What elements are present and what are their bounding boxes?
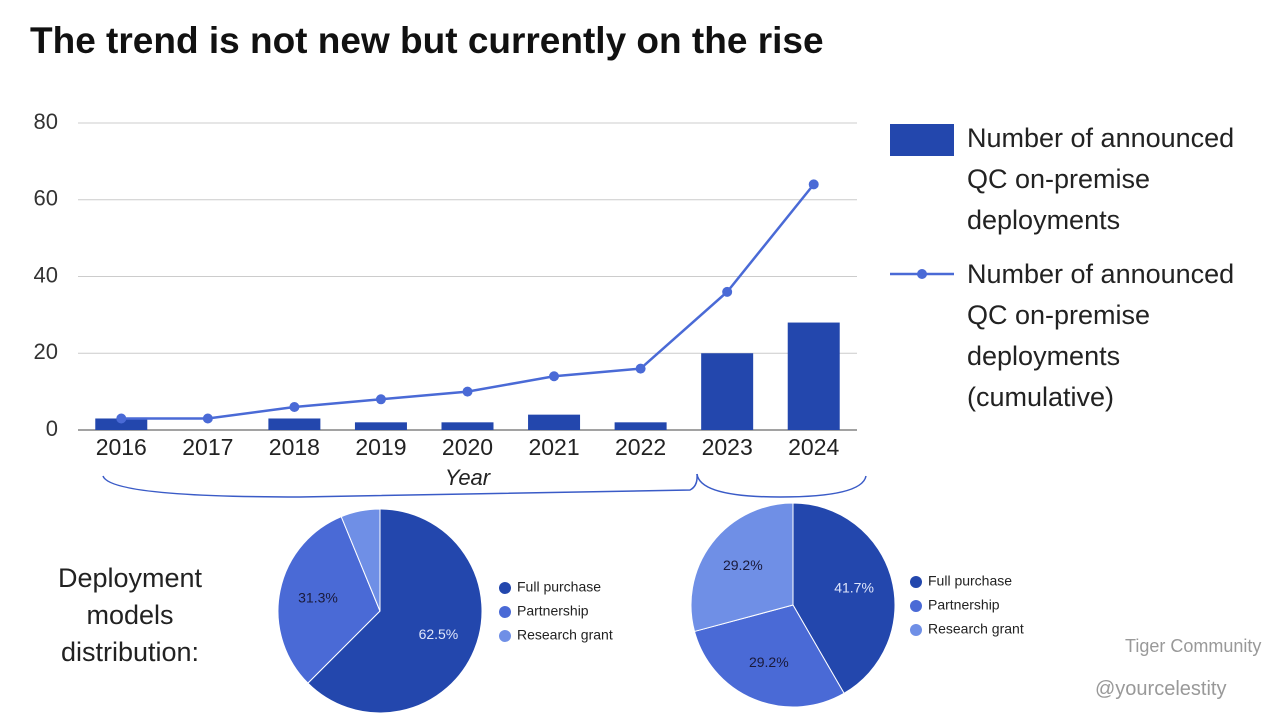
y-tick-label: 60 bbox=[34, 186, 58, 211]
x-tick-label: 2019 bbox=[355, 434, 406, 460]
y-tick-label: 0 bbox=[46, 416, 58, 441]
bar bbox=[354, 422, 407, 430]
bar bbox=[441, 422, 494, 430]
line-marker bbox=[808, 179, 819, 190]
bar bbox=[268, 418, 321, 430]
side-label: Deployment models distribution: bbox=[57, 563, 203, 667]
pie-slice bbox=[277, 515, 381, 684]
bar bbox=[528, 414, 581, 430]
bar bbox=[787, 322, 840, 430]
y-tick-label: 80 bbox=[34, 109, 58, 134]
pie-value-label: 31.3% bbox=[298, 589, 338, 605]
legend-label: Research grant bbox=[517, 627, 613, 643]
legend-swatch bbox=[890, 124, 954, 156]
legend-label: Number of announced QC on-premise deploy… bbox=[967, 259, 1235, 412]
slide-title: The trend is not new but currently on th… bbox=[30, 20, 824, 61]
legend-swatch bbox=[499, 630, 511, 642]
x-tick-label: 2016 bbox=[96, 434, 147, 460]
legend-label: Partnership bbox=[928, 597, 1000, 613]
watermark: Tiger Community bbox=[1125, 636, 1262, 656]
x-tick-label: 2020 bbox=[442, 434, 493, 460]
legend-swatch bbox=[917, 269, 927, 279]
y-tick-label: 20 bbox=[34, 339, 58, 364]
legend-swatch bbox=[499, 582, 511, 594]
brace bbox=[696, 473, 867, 498]
pie-value-label: 41.7% bbox=[834, 579, 874, 595]
legend-label: Full purchase bbox=[517, 579, 601, 595]
x-tick-label: 2017 bbox=[182, 434, 233, 460]
pie-value-label: 62.5% bbox=[419, 626, 459, 642]
x-tick-label: 2022 bbox=[615, 434, 666, 460]
x-tick-label: 2023 bbox=[702, 434, 753, 460]
line-marker bbox=[549, 371, 560, 382]
line-marker bbox=[375, 394, 386, 405]
pie-value-label: 29.2% bbox=[723, 557, 763, 573]
bar bbox=[614, 422, 667, 430]
pie-slice bbox=[792, 502, 896, 694]
line-marker bbox=[462, 386, 473, 397]
line-marker bbox=[116, 413, 127, 424]
x-tick-label: 2021 bbox=[528, 434, 579, 460]
bar bbox=[95, 418, 148, 430]
legend-label: Research grant bbox=[928, 621, 1024, 637]
x-tick-label: 2018 bbox=[269, 434, 320, 460]
x-tick-label: 2024 bbox=[788, 434, 839, 460]
line-marker bbox=[722, 286, 733, 297]
line-marker bbox=[635, 363, 646, 374]
brace bbox=[102, 473, 698, 498]
pie-value-label: 29.2% bbox=[749, 654, 789, 670]
line-marker bbox=[202, 413, 213, 424]
legend-label: Full purchase bbox=[928, 573, 1012, 589]
watermark: @yourcelestity bbox=[1095, 678, 1227, 700]
pie-slice bbox=[693, 604, 845, 708]
legend-swatch bbox=[910, 600, 922, 612]
pie-slice bbox=[307, 508, 483, 714]
legend-swatch bbox=[499, 606, 511, 618]
y-tick-label: 40 bbox=[34, 262, 58, 287]
bar bbox=[701, 353, 754, 430]
pie-slice bbox=[340, 508, 381, 612]
line-marker bbox=[289, 401, 300, 412]
x-axis-label: Year bbox=[445, 465, 492, 490]
pie-slice bbox=[690, 502, 794, 633]
legend-swatch bbox=[910, 576, 922, 588]
legend-label: Partnership bbox=[517, 603, 589, 619]
legend-label: Number of announced QC on-premise deploy… bbox=[967, 123, 1235, 235]
legend-swatch bbox=[910, 624, 922, 636]
